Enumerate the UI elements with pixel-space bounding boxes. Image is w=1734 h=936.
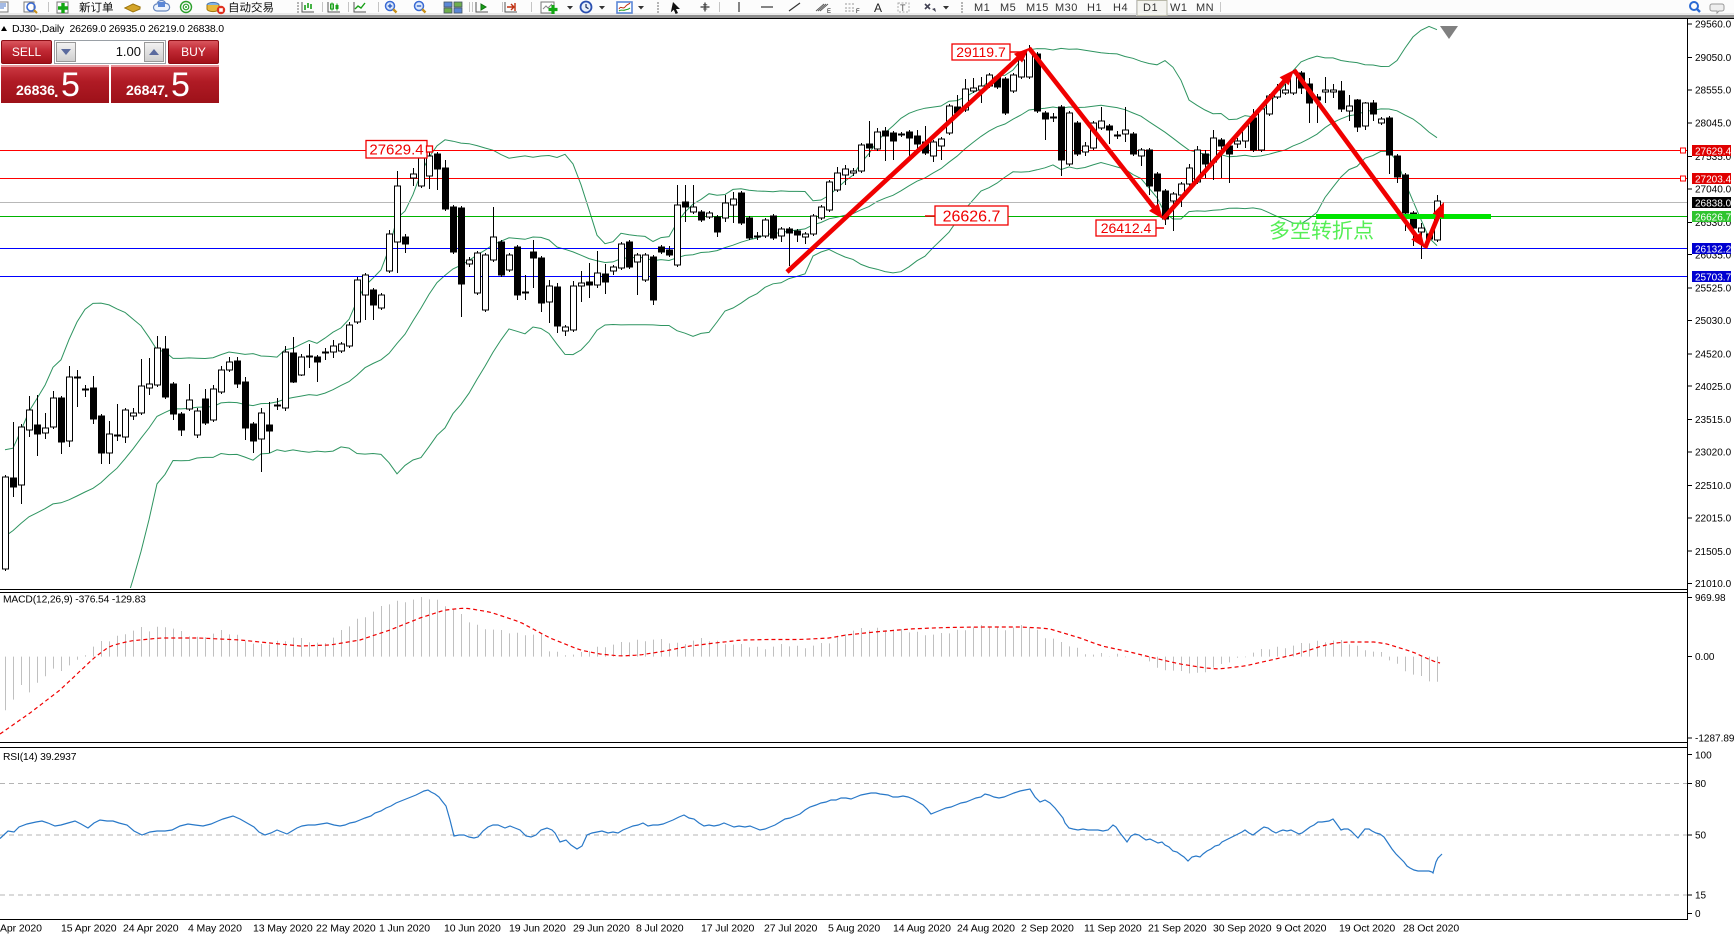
- svg-text:28045.0: 28045.0: [1695, 119, 1732, 130]
- svg-text:29050.0: 29050.0: [1695, 53, 1732, 64]
- svg-text:T: T: [900, 3, 906, 13]
- svg-text:13 May 2020: 13 May 2020: [253, 923, 313, 935]
- svg-text:H4: H4: [1113, 2, 1128, 14]
- svg-text:F: F: [856, 9, 860, 15]
- svg-text:21505.0: 21505.0: [1695, 547, 1732, 558]
- svg-text:RSI(14) 39.2937: RSI(14) 39.2937: [3, 752, 77, 763]
- svg-text:30 Sep 2020: 30 Sep 2020: [1213, 923, 1272, 935]
- svg-text:27629.4: 27629.4: [1695, 146, 1732, 157]
- svg-text:26626.7: 26626.7: [1695, 212, 1732, 223]
- svg-text:15: 15: [1695, 891, 1707, 902]
- svg-text:29119.7: 29119.7: [956, 44, 1006, 60]
- svg-text:24 Aug 2020: 24 Aug 2020: [957, 923, 1015, 935]
- svg-text:23515.0: 23515.0: [1695, 415, 1732, 426]
- svg-text:27535.0: 27535.0: [1695, 152, 1732, 163]
- svg-text:24520.0: 24520.0: [1695, 349, 1732, 360]
- svg-text:5 Aug 2020: 5 Aug 2020: [828, 923, 880, 935]
- svg-text:0: 0: [1695, 909, 1701, 920]
- svg-text:10 Jun 2020: 10 Jun 2020: [444, 923, 501, 935]
- svg-text:22015.0: 22015.0: [1695, 513, 1732, 524]
- svg-text:M15: M15: [1026, 2, 1049, 14]
- svg-text:MN: MN: [1196, 2, 1214, 14]
- svg-text:M5: M5: [1000, 2, 1016, 14]
- svg-text:M1: M1: [974, 2, 990, 14]
- svg-text:0.00: 0.00: [1695, 652, 1715, 663]
- svg-text:Apr 2020: Apr 2020: [0, 923, 42, 935]
- svg-text:23020.0: 23020.0: [1695, 448, 1732, 459]
- svg-text:100: 100: [1695, 750, 1712, 761]
- svg-text:2 Sep 2020: 2 Sep 2020: [1021, 923, 1074, 935]
- svg-text:29 Jun 2020: 29 Jun 2020: [573, 923, 630, 935]
- svg-text:25525.0: 25525.0: [1695, 284, 1732, 295]
- svg-text:25703.7: 25703.7: [1695, 272, 1732, 283]
- svg-text:21010.0: 21010.0: [1695, 579, 1732, 590]
- svg-text:MACD(12,26,9) -376.54 -129.83: MACD(12,26,9) -376.54 -129.83: [3, 595, 146, 606]
- svg-text:22 May 2020: 22 May 2020: [316, 923, 376, 935]
- svg-text:27 Jul 2020: 27 Jul 2020: [764, 923, 817, 935]
- svg-text:19 Jun 2020: 19 Jun 2020: [509, 923, 566, 935]
- svg-text:27040.0: 27040.0: [1695, 185, 1732, 196]
- svg-text:D1: D1: [1143, 2, 1158, 14]
- svg-text:26626.7: 26626.7: [943, 208, 1001, 225]
- svg-text:-1287.89: -1287.89: [1695, 734, 1734, 745]
- svg-text:15 Apr 2020: 15 Apr 2020: [61, 923, 117, 935]
- svg-text:27203.4: 27203.4: [1695, 174, 1732, 185]
- svg-text:14 Aug 2020: 14 Aug 2020: [893, 923, 951, 935]
- svg-text:50: 50: [1695, 831, 1707, 842]
- svg-text:A: A: [874, 1, 882, 15]
- svg-text:26838.0: 26838.0: [1695, 198, 1732, 209]
- svg-text:H1: H1: [1087, 2, 1102, 14]
- svg-text:19 Oct 2020: 19 Oct 2020: [1339, 923, 1395, 935]
- svg-text:29560.0: 29560.0: [1695, 20, 1732, 31]
- svg-text:27629.4: 27629.4: [369, 142, 423, 159]
- svg-text:17 Jul 2020: 17 Jul 2020: [701, 923, 754, 935]
- svg-text:24 Apr 2020: 24 Apr 2020: [123, 923, 179, 935]
- svg-text:W1: W1: [1170, 2, 1188, 14]
- svg-text:80: 80: [1695, 779, 1707, 790]
- svg-text:24025.0: 24025.0: [1695, 382, 1732, 393]
- svg-text:9 Oct 2020: 9 Oct 2020: [1276, 923, 1327, 935]
- svg-text:4 May 2020: 4 May 2020: [188, 923, 242, 935]
- svg-text:28 Oct 2020: 28 Oct 2020: [1403, 923, 1459, 935]
- svg-text:8 Jul 2020: 8 Jul 2020: [636, 923, 684, 935]
- svg-text:969.98: 969.98: [1695, 593, 1726, 604]
- svg-text:M30: M30: [1055, 2, 1078, 14]
- svg-text:28555.0: 28555.0: [1695, 85, 1732, 96]
- svg-text:26530.0: 26530.0: [1695, 218, 1732, 229]
- svg-text:22510.0: 22510.0: [1695, 481, 1732, 492]
- svg-text:E: E: [827, 9, 831, 15]
- svg-text:25030.0: 25030.0: [1695, 316, 1732, 327]
- svg-text:26035.0: 26035.0: [1695, 250, 1732, 261]
- svg-text:26412.4: 26412.4: [1101, 220, 1152, 236]
- svg-text:11 Sep 2020: 11 Sep 2020: [1084, 923, 1142, 935]
- svg-text:1 Jun 2020: 1 Jun 2020: [379, 923, 430, 935]
- svg-text:21 Sep 2020: 21 Sep 2020: [1148, 923, 1207, 935]
- svg-text:26132.2: 26132.2: [1695, 244, 1732, 255]
